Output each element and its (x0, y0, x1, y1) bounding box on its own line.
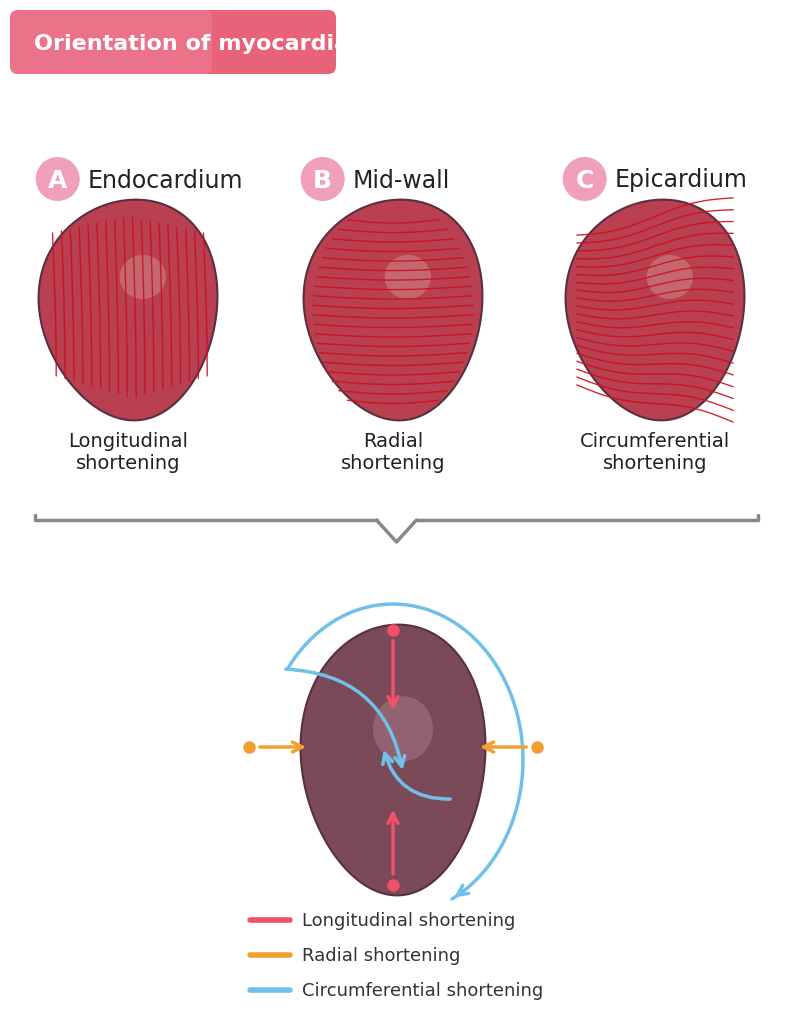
Polygon shape (39, 200, 217, 420)
Text: Endocardium: Endocardium (88, 169, 243, 193)
Circle shape (563, 157, 607, 201)
Ellipse shape (120, 255, 166, 299)
Text: B: B (313, 169, 332, 193)
Text: Circumferential
shortening: Circumferential shortening (580, 432, 730, 473)
Polygon shape (301, 625, 485, 895)
Text: Orientation of myocardial fibers: Orientation of myocardial fibers (34, 34, 437, 54)
Ellipse shape (385, 255, 431, 299)
FancyBboxPatch shape (10, 10, 212, 74)
Text: Longitudinal shortening: Longitudinal shortening (302, 912, 515, 930)
FancyBboxPatch shape (10, 10, 336, 74)
Circle shape (301, 157, 345, 201)
Circle shape (36, 157, 80, 201)
Text: Radial shortening: Radial shortening (302, 947, 461, 965)
Text: C: C (576, 169, 594, 193)
Text: Radial
shortening: Radial shortening (341, 432, 445, 473)
FancyArrowPatch shape (383, 754, 450, 799)
Ellipse shape (646, 255, 693, 299)
Ellipse shape (373, 696, 433, 761)
Text: Epicardium: Epicardium (615, 169, 748, 193)
Text: A: A (48, 169, 67, 193)
Polygon shape (565, 200, 745, 420)
Text: Circumferential shortening: Circumferential shortening (302, 982, 543, 1000)
Polygon shape (304, 200, 482, 420)
Text: Longitudinal
shortening: Longitudinal shortening (68, 432, 188, 473)
FancyArrowPatch shape (285, 669, 404, 766)
Text: Mid-wall: Mid-wall (353, 169, 450, 193)
